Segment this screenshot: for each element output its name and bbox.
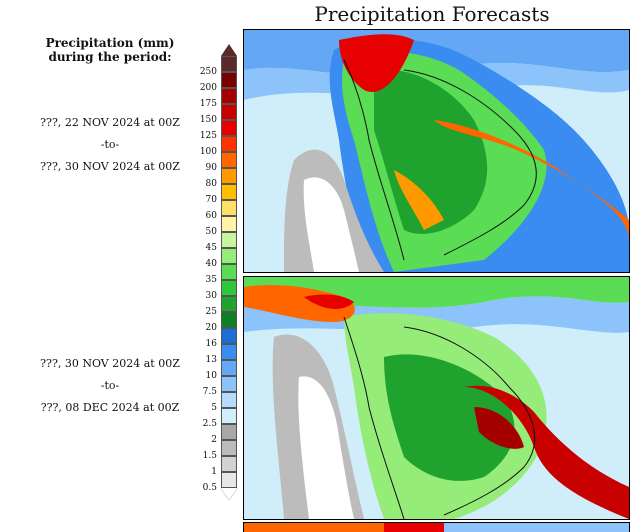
period-1-separator: -to-: [100, 138, 120, 151]
color-scale-swatch: [221, 168, 237, 184]
color-scale-tick-label: 16: [205, 339, 217, 349]
period-1-end: ???, 30 NOV 2024 at 00Z: [40, 160, 180, 173]
color-scale-swatch: [221, 184, 237, 200]
color-scale-swatch: [221, 296, 237, 312]
period-2-start: ???, 30 NOV 2024 at 00Z: [40, 357, 180, 370]
color-scale-swatch: [221, 328, 237, 344]
color-scale-swatch: [221, 424, 237, 440]
page-title: Precipitation Forecasts: [314, 2, 550, 26]
color-scale-swatch: [221, 104, 237, 120]
color-scale-swatch: [221, 216, 237, 232]
color-scale-tick-label: 40: [205, 259, 217, 269]
forecast-map-3-graphic: [244, 523, 629, 532]
color-scale-swatch: [221, 408, 237, 424]
color-scale-tick-label: 200: [199, 83, 217, 93]
period-2-end: ???, 08 DEC 2024 at 00Z: [40, 401, 180, 414]
color-scale-top-arrow: [221, 44, 237, 56]
color-scale-swatch: [221, 248, 237, 264]
color-scale-bottom-arrow: [221, 488, 237, 500]
color-scale-tick-label: 80: [205, 179, 217, 189]
color-scale-tick-label: 150: [199, 115, 217, 125]
color-scale-tick-label: 2: [211, 435, 217, 445]
color-scale-tick-label: 50: [205, 227, 217, 237]
color-scale-tick-label: 45: [205, 243, 217, 253]
color-scale-bar: [221, 44, 237, 500]
forecast-map-period-3-partial: [243, 522, 630, 532]
color-scale-tick-label: 1.5: [202, 451, 217, 461]
color-scale-tick-label: 100: [199, 147, 217, 157]
color-scale-swatch: [221, 72, 237, 88]
color-scale-tick-label: 10: [205, 371, 217, 381]
color-scale-tick-label: 1: [211, 467, 217, 477]
color-scale-tick-label: 30: [205, 291, 217, 301]
color-scale-tick-label: 25: [205, 307, 217, 317]
color-scale-swatch: [221, 200, 237, 216]
forecast-map-period-1: [243, 29, 630, 273]
color-scale-tick-label: 13: [205, 355, 217, 365]
color-scale-tick-label: 70: [205, 195, 217, 205]
color-scale-tick-label: 250: [199, 67, 217, 77]
color-scale-tick-label: 2.5: [202, 419, 217, 429]
color-scale-swatch: [221, 472, 237, 488]
color-scale-tick-label: 90: [205, 163, 217, 173]
color-scale-tick-label: 20: [205, 323, 217, 333]
forecast-map-period-2: [243, 276, 630, 520]
legend-heading: Precipitation (mm) during the period:: [30, 36, 190, 64]
color-scale-swatch: [221, 440, 237, 456]
color-scale-tick-label: 125: [199, 131, 217, 141]
forecast-map-1-graphic: [244, 30, 629, 272]
color-scale-swatch: [221, 264, 237, 280]
color-scale-swatch: [221, 120, 237, 136]
color-scale-swatch: [221, 56, 237, 72]
color-scale-tick-label: 0.5: [202, 483, 217, 493]
period-1-start: ???, 22 NOV 2024 at 00Z: [40, 116, 180, 129]
color-scale-tick-label: 175: [199, 99, 217, 109]
color-scale-swatch: [221, 136, 237, 152]
color-scale-swatch: [221, 152, 237, 168]
period-2-separator: -to-: [100, 379, 120, 392]
color-scale-tick-label: 60: [205, 211, 217, 221]
color-scale-swatch: [221, 88, 237, 104]
legend-heading-line2: during the period:: [48, 50, 172, 64]
color-scale-tick-label: 5: [211, 403, 217, 413]
color-scale-swatch: [221, 280, 237, 296]
legend-heading-line1: Precipitation (mm): [45, 36, 175, 50]
color-scale-swatch: [221, 312, 237, 328]
color-scale-swatch: [221, 392, 237, 408]
color-scale-swatch: [221, 360, 237, 376]
color-scale-tick-label: 7.5: [202, 387, 217, 397]
color-scale-swatch: [221, 376, 237, 392]
color-scale-tick-label: 35: [205, 275, 217, 285]
color-scale-swatch: [221, 456, 237, 472]
forecast-map-2-graphic: [244, 277, 629, 519]
color-scale-swatch: [221, 232, 237, 248]
color-scale-swatch: [221, 344, 237, 360]
